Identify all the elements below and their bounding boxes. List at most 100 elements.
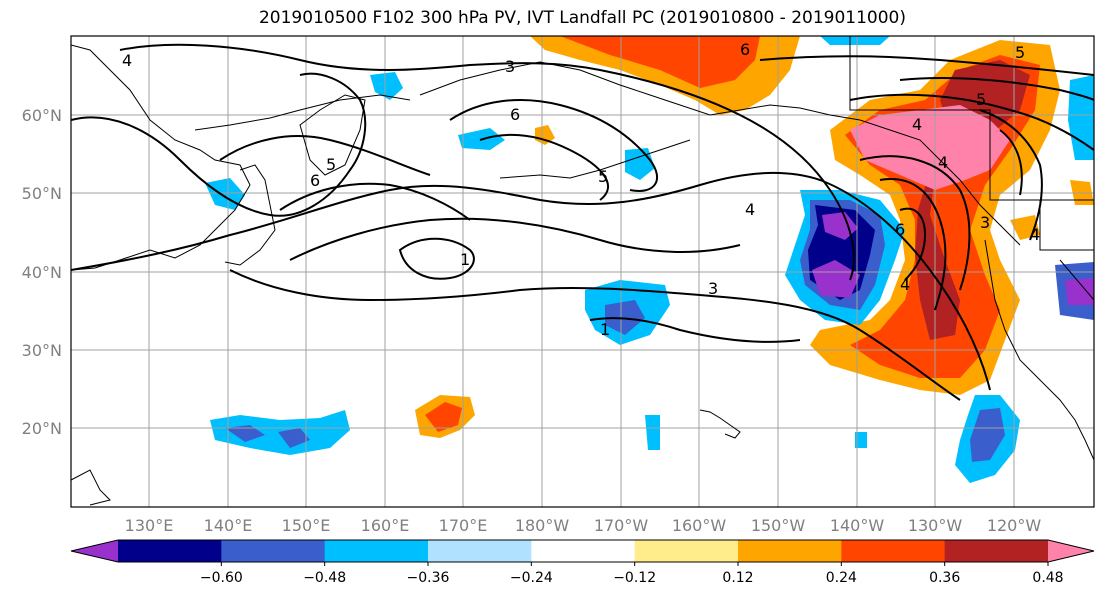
map-frame <box>70 35 1095 508</box>
contour-label: 6 <box>510 105 520 124</box>
border-canada-us <box>849 36 1094 201</box>
contour-label: 4 <box>938 153 948 172</box>
pv-contours <box>71 43 1094 401</box>
colorbar-tick-label: −0.12 <box>613 570 656 586</box>
contour-labels: 4 3 6 6 5 6 5 5 6 4 3 4 5 4 4 3 4 1 1 <box>122 40 1040 339</box>
colorbar: −0.60 −0.48 −0.36 −0.24 −0.12 0.12 0.24 0.36 0.4… <box>70 539 1095 586</box>
negative-anomaly-bering <box>370 72 403 100</box>
coast-hawaii <box>699 409 741 439</box>
positive-anomaly-central-pacific-core <box>425 402 462 432</box>
lon-label: 160°W <box>672 516 727 535</box>
lon-label: 150°E <box>282 516 331 535</box>
lat-label: 20°N <box>22 419 62 438</box>
lon-label: 160°E <box>361 516 410 535</box>
gridlines <box>71 36 1094 507</box>
contour-label: 6 <box>895 220 905 239</box>
positive-anomaly-small <box>535 125 555 145</box>
lon-label: 140°W <box>830 516 885 535</box>
colorbar-tick-label: −0.60 <box>200 570 243 586</box>
negative-anomaly-east-edge-core <box>1065 278 1094 305</box>
lat-label: 30°N <box>22 341 62 360</box>
contour-label: 5 <box>598 167 608 186</box>
colorbar-segment <box>221 540 326 562</box>
coast-kamchatka <box>299 94 366 176</box>
contour-label: 3 <box>505 57 515 76</box>
contour-label: 6 <box>740 40 750 59</box>
pv-contour-10 <box>479 133 610 201</box>
colorbar-tick-label: −0.48 <box>303 570 346 586</box>
colorbar-tick-label: 0.12 <box>722 570 753 586</box>
negative-anomaly-west-pacific-core <box>225 425 310 448</box>
pv-contour-19 <box>589 317 801 343</box>
pv-contour-12 <box>879 178 947 311</box>
colorbar-segment <box>118 540 222 562</box>
colorbar-tick-label: 0.48 <box>1032 570 1063 586</box>
pv-contour-7 <box>279 182 471 221</box>
contour-label: 4 <box>912 115 922 134</box>
negative-anomaly-top-east <box>1068 75 1094 160</box>
negative-anomaly-top <box>820 36 890 45</box>
pv-contour-8 <box>219 135 431 176</box>
colorbar-tick-label: −0.36 <box>407 570 450 586</box>
pv-contour-3 <box>119 43 855 281</box>
lon-label: 150°W <box>751 516 806 535</box>
pv-contour-1 <box>71 172 991 391</box>
colorbar-segment <box>634 540 739 562</box>
colorbar-segment <box>428 540 532 562</box>
negative-anomaly-baja-core <box>970 408 1005 462</box>
negative-anomaly-small-1 <box>645 415 660 450</box>
pv-contour-5 <box>289 217 741 261</box>
colorbar-segment <box>841 540 946 562</box>
contour-label: 4 <box>745 200 755 219</box>
contour-label: 5 <box>976 90 986 109</box>
negative-anomaly-small-2 <box>855 432 867 448</box>
positive-anomaly-north-pacific-core <box>560 36 760 88</box>
contour-label: 6 <box>310 171 320 190</box>
pv-contour-17 <box>979 109 1043 241</box>
contour-label: 5 <box>1015 43 1025 62</box>
coast-philippines <box>71 469 111 506</box>
colorbar-tick-label: −0.24 <box>510 570 553 586</box>
lat-label: 40°N <box>22 263 62 282</box>
negative-anomaly-purple <box>812 260 860 298</box>
contour-label: 4 <box>900 275 910 294</box>
colorbar-segment <box>531 540 636 562</box>
pv-contour-18 <box>999 129 1023 196</box>
latitude-labels: 60°N 50°N 40°N 30°N 20°N <box>22 106 62 438</box>
lon-label: 120°W <box>987 516 1042 535</box>
longitude-labels: 130°E 140°E 150°E 160°E 170°E 180°W 170°… <box>125 516 1042 535</box>
lon-label: 140°E <box>204 516 253 535</box>
pv-contour-16 <box>759 55 1094 76</box>
colorbar-segment <box>324 540 429 562</box>
pv-contour-15 <box>899 77 1094 101</box>
positive-anomaly-pink <box>850 105 1010 190</box>
negative-anomaly-purple-2 <box>822 212 858 240</box>
colorbar-extend-min <box>71 540 118 562</box>
pv-contour-13 <box>899 207 927 281</box>
colorbar-outline <box>70 539 1095 563</box>
contour-label: 5 <box>326 155 336 174</box>
coast-siberia <box>194 94 411 131</box>
contour-label: 4 <box>122 51 132 70</box>
border-us-states <box>1039 200 1094 301</box>
lat-label: 60°N <box>22 106 62 125</box>
lon-label: 180°W <box>515 516 570 535</box>
contour-label: 4 <box>1030 225 1040 244</box>
plot-title: 2019010500 F102 300 hPa PV, IVT Landfall… <box>258 8 906 28</box>
pv-contour-2 <box>71 72 367 217</box>
coast-japan <box>224 164 276 266</box>
lon-label: 130°E <box>125 516 174 535</box>
lon-label: 170°W <box>594 516 649 535</box>
lon-label: 130°W <box>908 516 963 535</box>
contour-label: 1 <box>460 250 470 269</box>
contour-label: 1 <box>600 320 610 339</box>
colorbar-tick-label: 0.36 <box>929 570 960 586</box>
pv-contour-11 <box>859 155 971 291</box>
lat-label: 50°N <box>22 184 62 203</box>
contour-label: 3 <box>708 279 718 298</box>
lon-label: 170°E <box>439 516 488 535</box>
coast-western-us <box>984 239 1094 461</box>
coast-asia <box>71 44 251 271</box>
colorbar-segment <box>944 540 1049 562</box>
